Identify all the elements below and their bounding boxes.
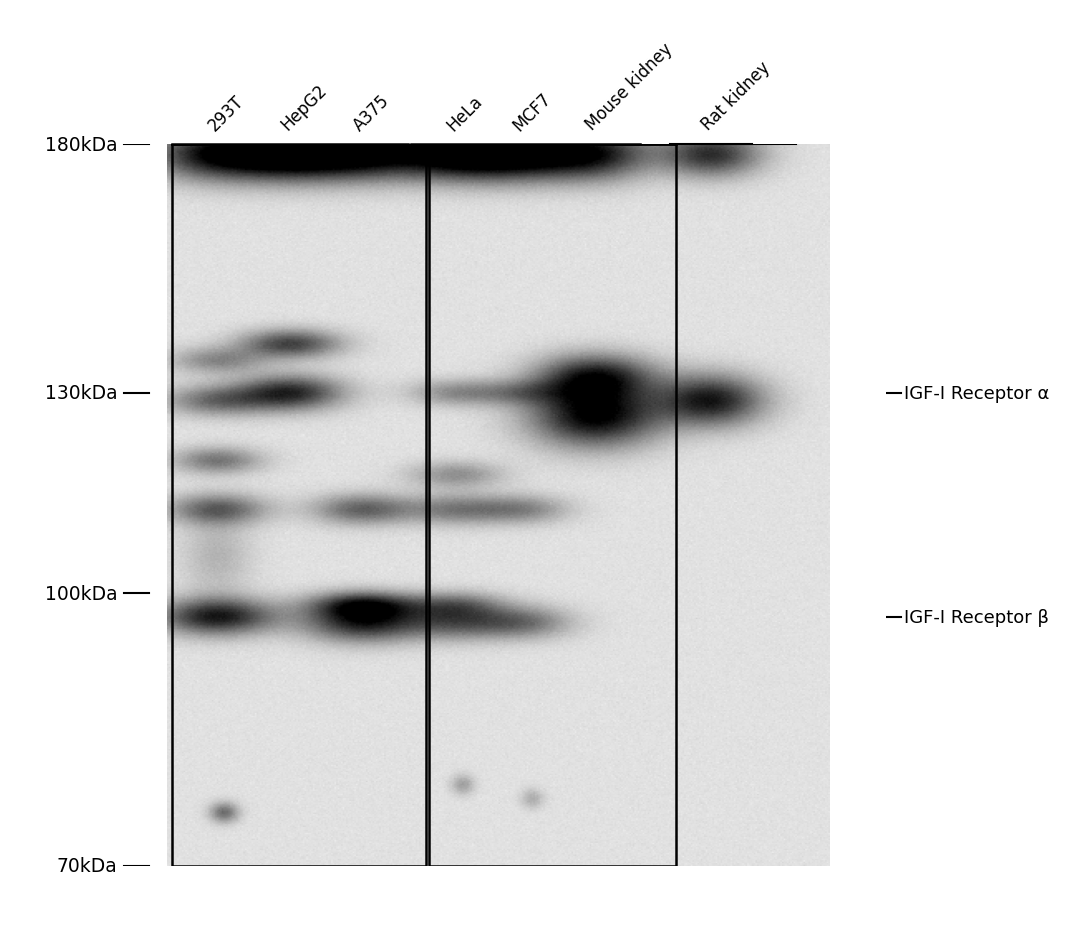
Text: 180kDa: 180kDa [44, 136, 118, 154]
Text: IGF-I Receptor β: IGF-I Receptor β [904, 607, 1050, 626]
Text: MCF7: MCF7 [510, 89, 554, 134]
Text: Mouse kidney: Mouse kidney [582, 40, 676, 134]
Text: 130kDa: 130kDa [44, 384, 118, 402]
Text: 100kDa: 100kDa [44, 584, 118, 603]
Text: 293T: 293T [204, 92, 247, 134]
Bar [172, 145, 427, 866]
Bar [429, 145, 676, 866]
Text: HeLa: HeLa [443, 92, 486, 134]
Text: 70kDa: 70kDa [56, 856, 118, 875]
Text: Rat kidney: Rat kidney [699, 59, 773, 134]
Text: A375: A375 [350, 91, 393, 134]
Text: HepG2: HepG2 [278, 81, 330, 134]
Text: IGF-I Receptor α: IGF-I Receptor α [904, 385, 1050, 402]
